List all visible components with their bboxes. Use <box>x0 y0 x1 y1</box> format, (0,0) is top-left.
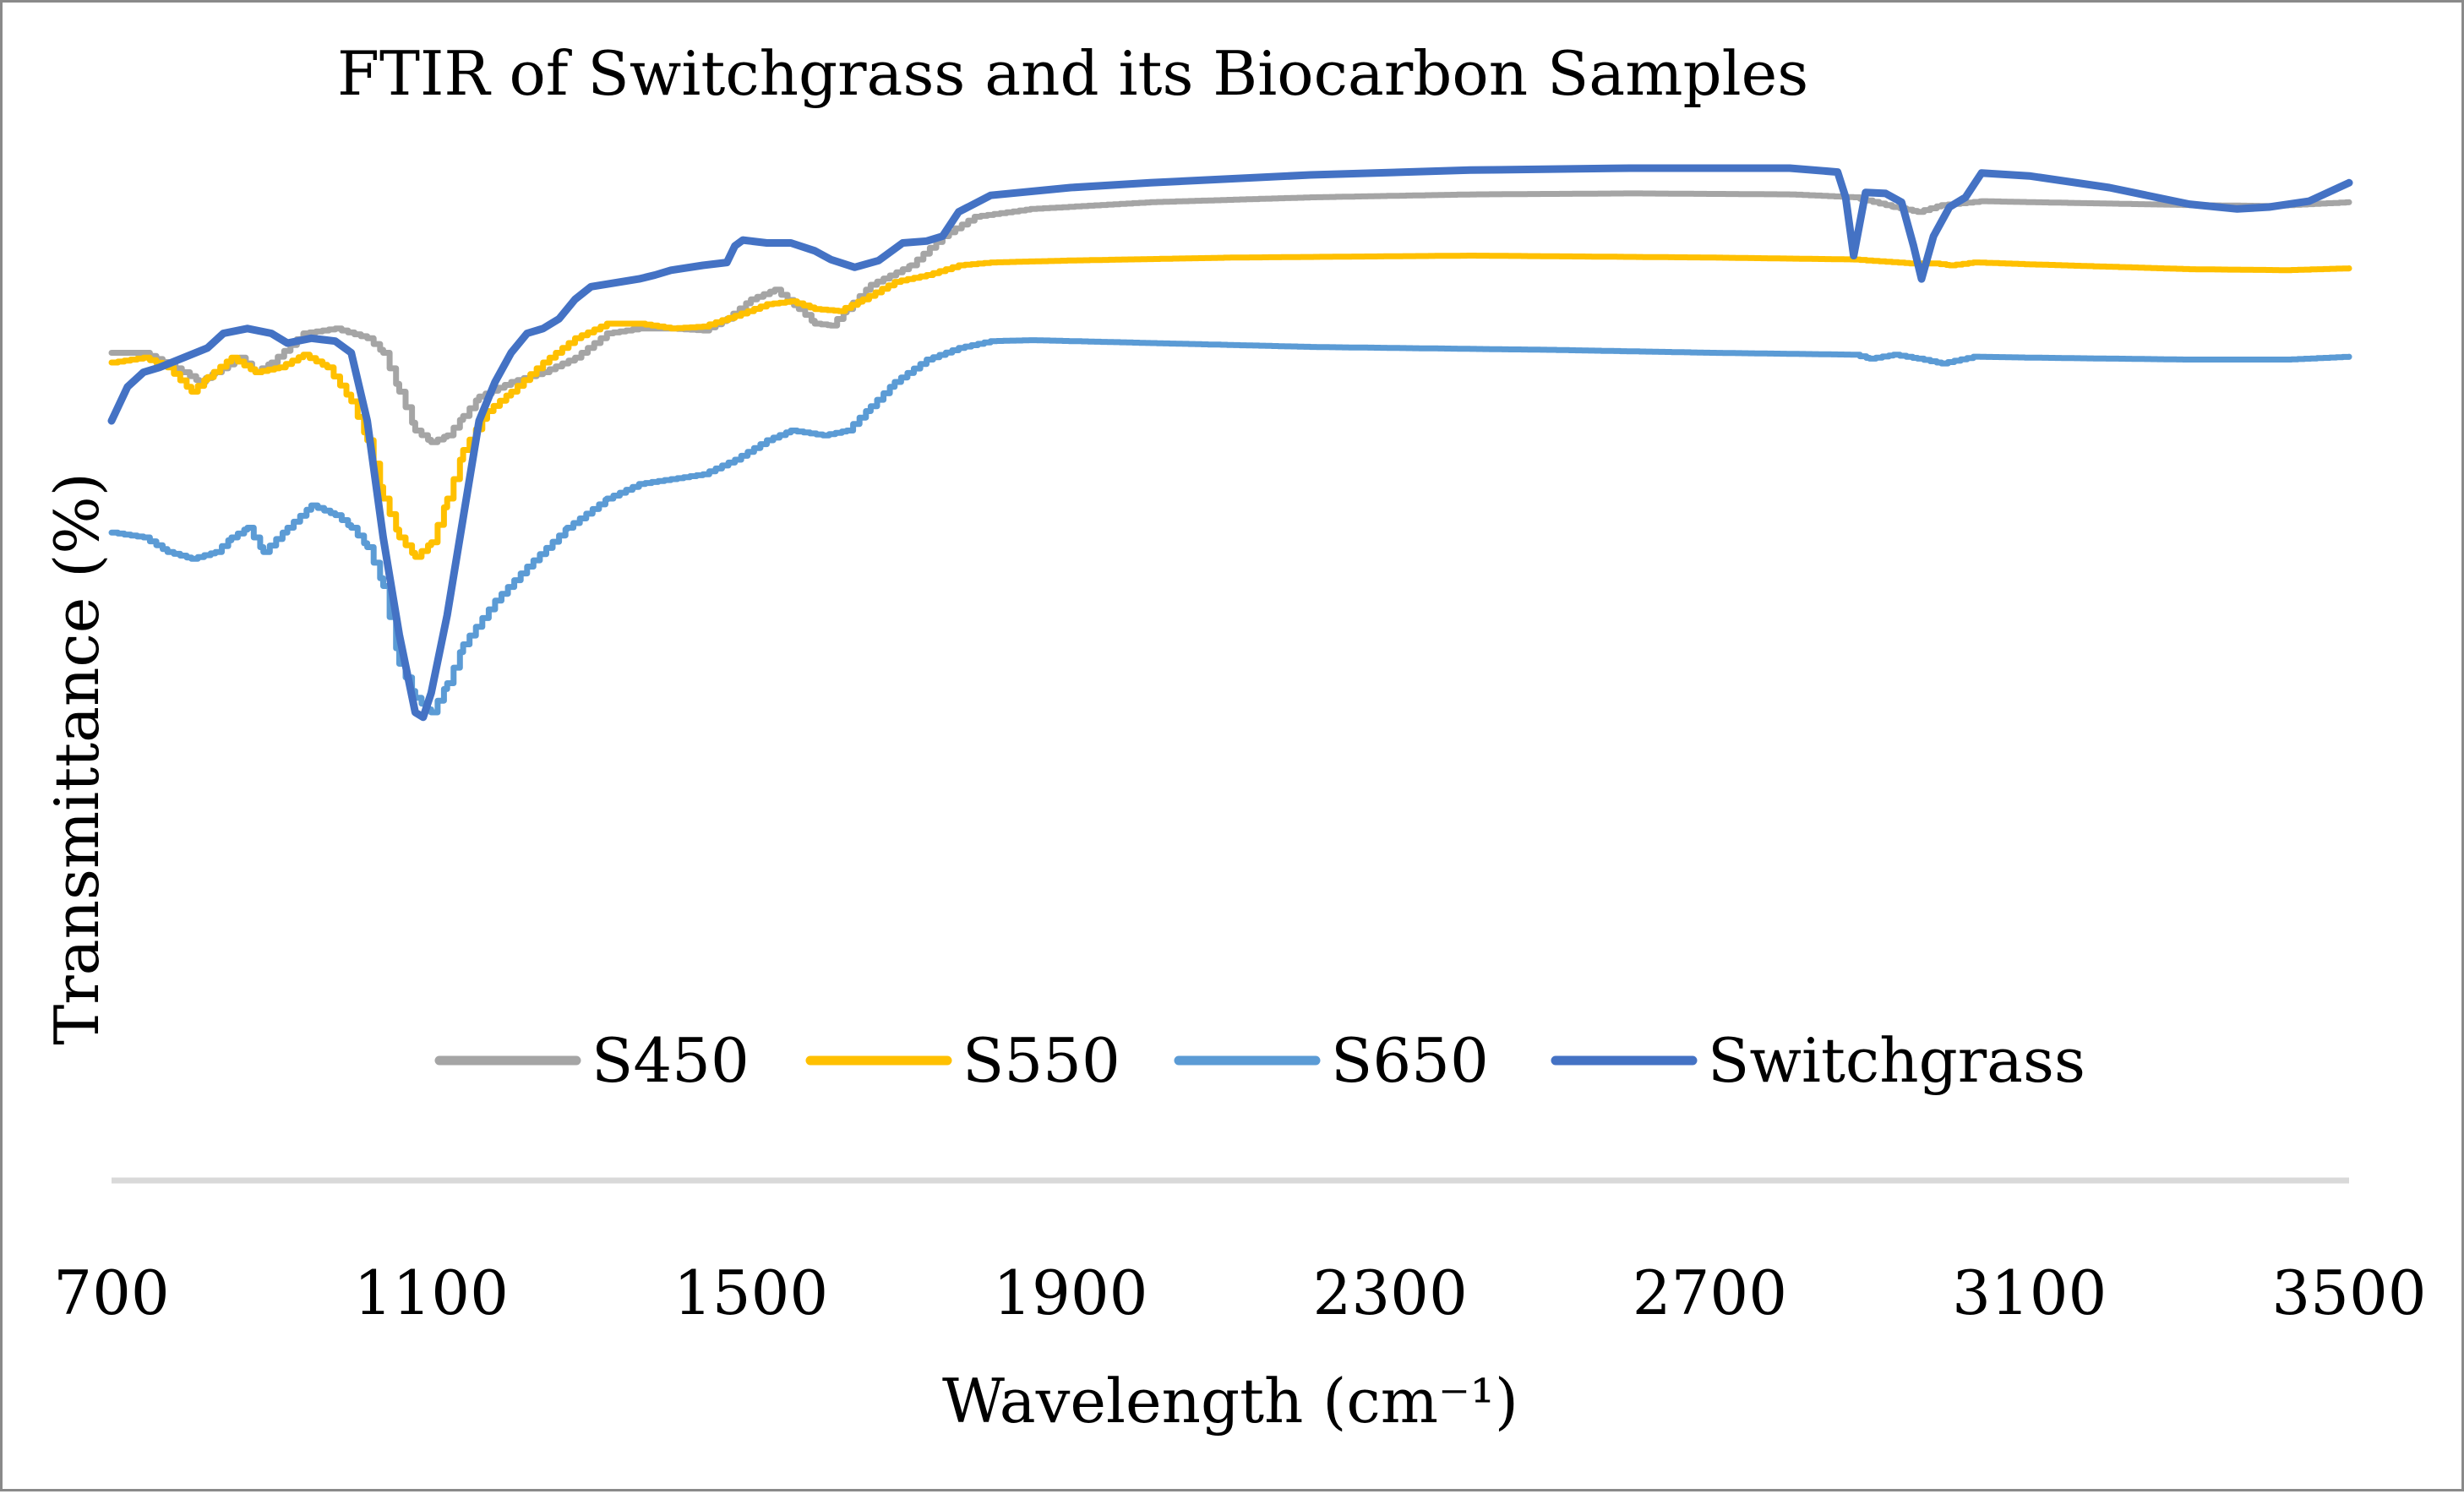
x-tick-label: 3500 <box>2271 1257 2426 1328</box>
legend-label-s450: S450 <box>591 1025 750 1096</box>
x-tick-label: 1500 <box>673 1257 828 1328</box>
series-lines <box>107 164 2353 722</box>
legend: S450 S550 S650 Switchgrass <box>434 1025 2085 1096</box>
legend-label-s550: S550 <box>962 1025 1120 1096</box>
x-tick-label: 3100 <box>1952 1257 2107 1328</box>
series-line-switchgrass <box>107 164 2353 722</box>
x-tick-label: 700 <box>53 1257 169 1328</box>
x-tick-label: 1100 <box>354 1257 509 1328</box>
chart-svg: FTIR of Switchgrass and its Biocarbon Sa… <box>41 38 2427 1437</box>
y-axis-label: Transmittance (%) <box>41 472 112 1045</box>
series-line-s650 <box>108 337 2352 716</box>
chart-title: FTIR of Switchgrass and its Biocarbon Sa… <box>337 38 1808 109</box>
series-line-s450 <box>108 190 2352 445</box>
x-tick-label: 2300 <box>1313 1257 1468 1328</box>
series-line-s550 <box>108 253 2352 560</box>
legend-label-switchgrass: Switchgrass <box>1708 1025 2085 1096</box>
x-tick-labels: 700 1100 1500 1900 2300 2700 3100 3500 <box>53 1257 2426 1328</box>
legend-label-s650: S650 <box>1331 1025 1489 1096</box>
x-tick-label: 1900 <box>993 1257 1148 1328</box>
x-tick-label: 2700 <box>1633 1257 1787 1328</box>
x-axis-label: Wavelength (cm⁻¹) <box>942 1366 1518 1437</box>
